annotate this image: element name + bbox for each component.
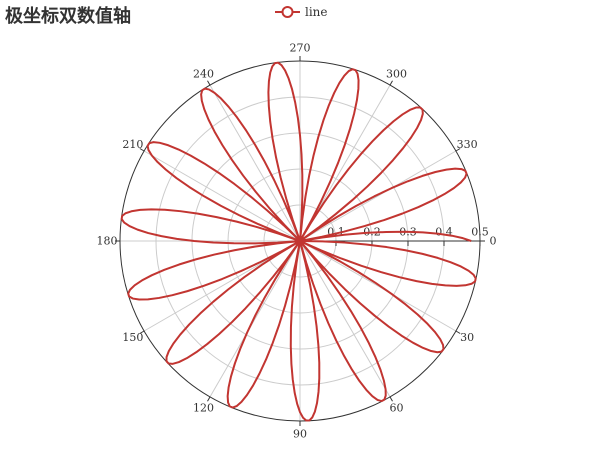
angle-tick-label: 120 bbox=[193, 402, 214, 415]
angle-tick bbox=[139, 148, 145, 152]
angle-tick-label: 0 bbox=[490, 235, 497, 248]
angle-tick-label: 300 bbox=[386, 67, 407, 80]
legend-marker-icon bbox=[281, 6, 294, 18]
angle-split-line bbox=[209, 240, 301, 398]
angle-tick-label: 330 bbox=[457, 138, 478, 151]
legend[interactable]: line bbox=[275, 5, 328, 19]
radius-tick-label: 0.5 bbox=[471, 226, 489, 239]
angle-tick bbox=[389, 80, 393, 86]
angle-split-line bbox=[299, 150, 457, 242]
angle-tick-label: 270 bbox=[290, 42, 311, 55]
angle-tick bbox=[455, 148, 461, 152]
angle-tick bbox=[455, 330, 461, 334]
series-line bbox=[120, 61, 477, 422]
angle-tick-label: 30 bbox=[460, 331, 474, 344]
angle-tick-label: 60 bbox=[390, 402, 404, 415]
series-layer bbox=[120, 61, 477, 422]
legend-label[interactable]: line bbox=[305, 5, 328, 19]
angle-split-line bbox=[143, 150, 301, 242]
angle-tick bbox=[207, 396, 211, 402]
angle-tick-label: 210 bbox=[122, 138, 143, 151]
angle-split-line bbox=[209, 84, 301, 242]
angle-split-line bbox=[299, 240, 391, 398]
angle-tick-label: 240 bbox=[193, 67, 214, 80]
angle-tick bbox=[207, 80, 211, 86]
angle-tick-label: 180 bbox=[97, 235, 118, 248]
radius-tick-label: 0.4 bbox=[435, 226, 453, 239]
chart-title: 极坐标双数值轴 bbox=[5, 6, 131, 27]
angle-tick-label: 150 bbox=[122, 331, 143, 344]
angle-tick bbox=[139, 330, 145, 334]
angle-tick bbox=[389, 396, 393, 402]
angle-tick-label: 90 bbox=[293, 428, 307, 441]
angle-split-line bbox=[299, 240, 457, 332]
